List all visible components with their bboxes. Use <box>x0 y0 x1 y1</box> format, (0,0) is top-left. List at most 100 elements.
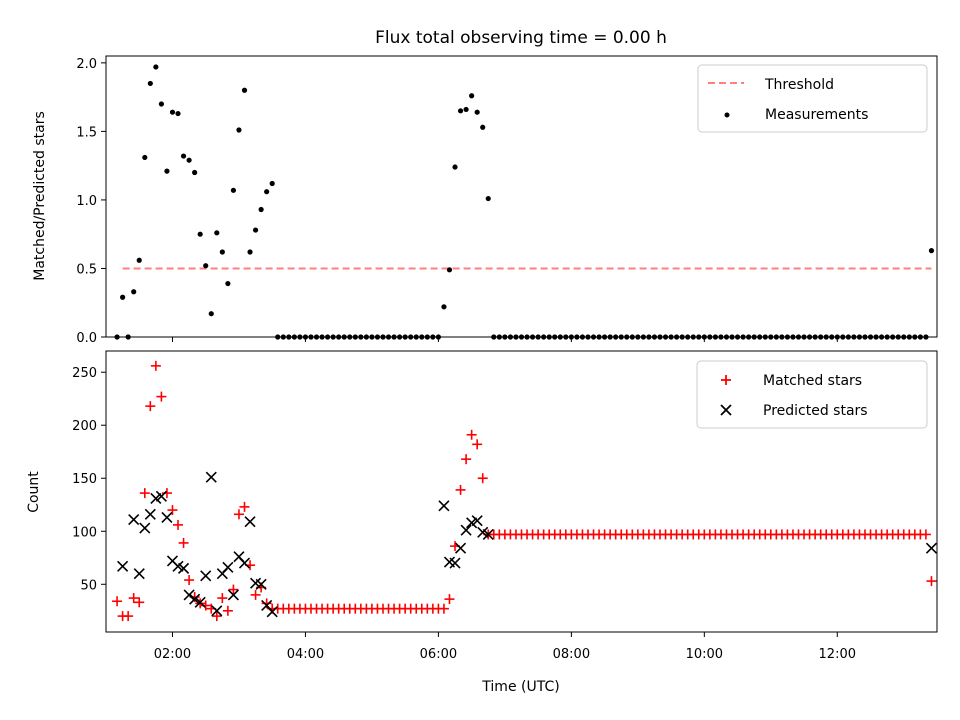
predicted-star-point <box>238 557 251 569</box>
bottom-y-tick-label: 100 <box>72 525 97 540</box>
predicted-star-point <box>205 471 217 483</box>
top-subplot: 0.00.51.01.52.0 Matched/Predicted stars … <box>32 55 938 346</box>
predicted-star-point <box>482 528 494 541</box>
matched-star-point <box>920 529 931 540</box>
predicted-star-point <box>177 562 190 574</box>
legend-matched-swatch <box>721 375 731 385</box>
top-y-tick-label: 0.0 <box>76 331 97 346</box>
matched-star-point <box>167 505 178 516</box>
predicted-star-point <box>471 515 483 527</box>
matched-star-point <box>438 603 449 614</box>
matched-star-point <box>123 611 134 622</box>
measurement-point <box>463 106 469 113</box>
matched-star-point <box>228 584 239 595</box>
predicted-star-point <box>266 606 278 618</box>
predicted-star-point <box>449 557 461 569</box>
measurement-point <box>485 195 491 202</box>
predicted-star-point <box>155 490 167 502</box>
predicted-star-point <box>227 589 239 601</box>
predicted-star-point <box>244 516 256 528</box>
measurement-point <box>480 124 486 130</box>
matched-stars-layer <box>112 360 937 622</box>
top-legend-box <box>697 64 928 133</box>
measurement-point <box>247 249 253 255</box>
top-y-tick-label: 1.5 <box>76 125 97 140</box>
top-y-tick-label: 2.0 <box>76 57 97 72</box>
legend-predicted-label: Predicted stars <box>763 403 868 419</box>
bottom-y-tick-label: 200 <box>72 419 97 434</box>
top-x-ticks <box>171 337 838 342</box>
measurement-point <box>214 230 220 236</box>
predicted-star-point <box>222 561 234 573</box>
measurement-point <box>252 227 259 233</box>
bottom-y-tick-label: 50 <box>80 578 97 593</box>
legend-measurements-label: Measurements <box>765 107 868 123</box>
matched-star-point <box>466 429 477 440</box>
measurement-point <box>474 109 480 115</box>
measurement-point <box>197 231 203 237</box>
matched-star-point <box>128 593 139 604</box>
matched-star-point <box>156 391 167 402</box>
bottom-x-tick-label: 04:00 <box>287 647 324 662</box>
measurement-point <box>186 157 192 163</box>
bottom-y-tick-label: 150 <box>72 472 97 487</box>
matched-star-point <box>139 488 150 499</box>
matched-star-point <box>461 454 472 465</box>
measurement-point <box>469 93 475 99</box>
measurement-point <box>120 294 126 300</box>
predicted-star-point <box>133 568 145 580</box>
matched-star-point <box>472 439 483 450</box>
matched-star-point <box>926 576 937 587</box>
matched-star-point <box>173 519 184 530</box>
predicted-star-point <box>925 542 938 554</box>
measurement-point <box>441 304 447 310</box>
matched-star-point <box>150 360 161 371</box>
x-axis-label: Time (UTC) <box>481 679 559 695</box>
figure-title: Flux total observing time = 0.00 h <box>375 28 667 48</box>
predicted-star-point <box>194 596 206 608</box>
measurement-point <box>928 248 935 254</box>
bottom-plot-frame <box>105 350 938 633</box>
top-y-tick-label: 0.5 <box>76 262 97 277</box>
top-legend: Threshold Measurements <box>697 64 928 133</box>
predicted-star-point <box>255 578 267 590</box>
measurement-point <box>158 101 164 107</box>
bottom-subplot: 50 100 150 200 250 02:00 04:00 06:00 08:00 10:00… <box>26 350 938 695</box>
bottom-x-ticks: 02:00 04:00 06:00 08:00 10:00 12:00 <box>154 632 856 662</box>
predicted-star-point <box>460 524 472 536</box>
predicted-star-point <box>144 508 156 520</box>
bottom-y-tick-label: 250 <box>72 366 97 381</box>
measurement-point <box>136 257 142 263</box>
legend-predicted-swatch <box>720 404 732 416</box>
bottom-x-tick-label: 10:00 <box>686 647 723 662</box>
predicted-star-point <box>117 560 129 572</box>
measurement-point <box>153 64 159 70</box>
top-plot-frame <box>105 55 938 338</box>
legend-threshold-label: Threshold <box>764 77 834 93</box>
measurement-point <box>180 153 187 159</box>
predicted-star-point <box>139 522 151 534</box>
measurement-point <box>192 169 198 176</box>
bottom-y-ticks: 50 100 150 200 250 <box>72 366 106 593</box>
predicted-star-point <box>128 514 140 526</box>
bottom-x-tick-label: 08:00 <box>553 647 590 662</box>
measurement-point <box>452 164 458 170</box>
matched-star-point <box>211 611 222 622</box>
measurement-point <box>269 180 275 187</box>
bottom-x-tick-label: 02:00 <box>154 647 191 662</box>
matched-star-point <box>178 537 189 548</box>
predicted-star-point <box>211 605 223 617</box>
measurement-point <box>175 110 181 117</box>
measurement-point <box>236 127 242 133</box>
top-y-ticks: 0.0 0.5 1.0 1.5 2.0 <box>76 57 106 346</box>
matched-star-point <box>217 593 228 604</box>
measurement-point <box>241 87 248 93</box>
measurement-point <box>164 168 170 174</box>
matched-star-point <box>444 594 455 605</box>
predicted-star-point <box>454 542 467 554</box>
matched-star-point <box>184 575 195 586</box>
measurement-point <box>203 263 209 269</box>
predicted-star-point <box>438 500 450 512</box>
predicted-star-point <box>183 589 195 601</box>
predicted-star-point <box>161 511 173 524</box>
